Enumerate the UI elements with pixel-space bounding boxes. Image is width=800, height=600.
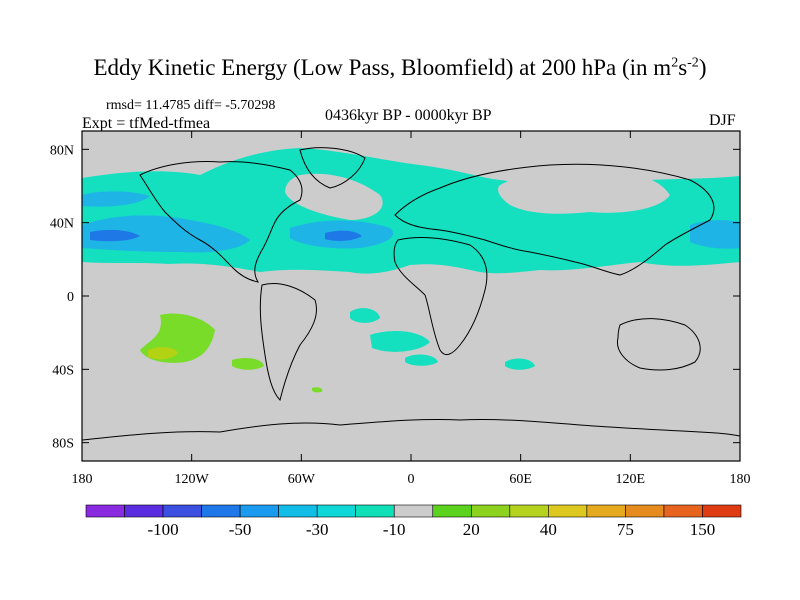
colorbar-label: 40: [539, 520, 557, 539]
colorbar-label: 20: [462, 520, 480, 539]
map-title: Eddy Kinetic Energy (Low Pass, Bloomfiel…: [93, 55, 707, 80]
coast-europe-asia: [394, 163, 715, 276]
anomaly-contours: [82, 148, 740, 393]
colorbar-label: 75: [616, 520, 634, 539]
contour-west-pacific-core: [690, 220, 740, 249]
colorbar-swatch: [702, 504, 742, 518]
colorbar-swatch: [201, 504, 241, 518]
coastlines: [82, 147, 740, 441]
colorbar-label: -100: [147, 520, 179, 539]
colorbar-swatch: [85, 504, 125, 518]
contour-sh-green-2: [232, 358, 264, 370]
contour-sh-cyan-3: [405, 354, 438, 366]
colorbar-swatch: [509, 504, 549, 518]
contour-sh-cyan-4: [505, 358, 535, 370]
y-tick-label: 0: [67, 290, 74, 305]
y-tick-label: 40S: [52, 363, 74, 378]
contour-pacific-inner: [90, 229, 140, 242]
stats-text: rmsd= 11.4785 diff= -5.70298: [106, 98, 276, 113]
x-tick-label: 180: [72, 472, 93, 487]
colorbar-swatch: [278, 504, 318, 518]
contour-gap-atlantic: [285, 173, 383, 220]
colorbar-swatch: [355, 504, 395, 518]
x-tick-label: 120E: [616, 472, 646, 487]
axes: 180 120W 60W 0 60E 120E 180 80N 40N 0 40S 80S: [50, 131, 751, 487]
coast-south-america: [259, 283, 317, 401]
x-tick-label: 180: [730, 472, 751, 487]
colorbar-swatch: [239, 504, 279, 518]
colorbar-swatch: [316, 504, 357, 518]
colorbar-swatch: [586, 504, 626, 518]
experiment-text: Expt = tfMed-tfmea: [82, 115, 211, 132]
colorbar-label: -50: [228, 520, 252, 539]
contour-sh-green-3: [312, 387, 323, 393]
contour-sh-cyan-1: [350, 308, 380, 323]
colorbar-swatch: [124, 504, 164, 518]
contour-sh-cyan-2: [370, 330, 430, 352]
contour-atlantic-inner: [325, 230, 362, 241]
y-tick-label: 80S: [52, 437, 74, 452]
colorbar-swatch: [470, 504, 511, 518]
season-text: DJF: [709, 112, 736, 129]
colorbar-label: -30: [305, 520, 329, 539]
x-tick-label: 0: [408, 472, 415, 487]
contour-ne-pacific: [82, 191, 150, 207]
colorbar: [85, 504, 742, 518]
coast-north-america: [139, 161, 303, 283]
colorbar-swatch: [548, 504, 588, 518]
colorbar-swatch: [432, 504, 472, 518]
colorbar-swatch: [393, 504, 434, 518]
x-tick-label: 60E: [509, 472, 532, 487]
colorbar-swatch: [162, 504, 202, 518]
y-tick-label: 80N: [50, 143, 74, 158]
x-tick-label: 120W: [175, 472, 210, 487]
colorbar-label: 150: [689, 520, 716, 539]
contour-sh-yellowgreen: [148, 347, 178, 360]
coast-greenland: [299, 147, 366, 189]
coast-africa: [393, 237, 488, 356]
contour-pacific-core: [82, 215, 250, 253]
contour-gap-asia: [498, 168, 670, 214]
x-tick-label: 60W: [288, 472, 316, 487]
coast-australia: [616, 318, 701, 371]
colorbar-swatch: [625, 504, 665, 518]
coast-antarctica: [82, 418, 740, 441]
colorbar-swatch: [663, 504, 703, 518]
colorbar-label: -10: [382, 520, 406, 539]
period-text: 0436kyr BP - 0000kyr BP: [325, 107, 492, 124]
y-tick-label: 40N: [50, 217, 74, 232]
